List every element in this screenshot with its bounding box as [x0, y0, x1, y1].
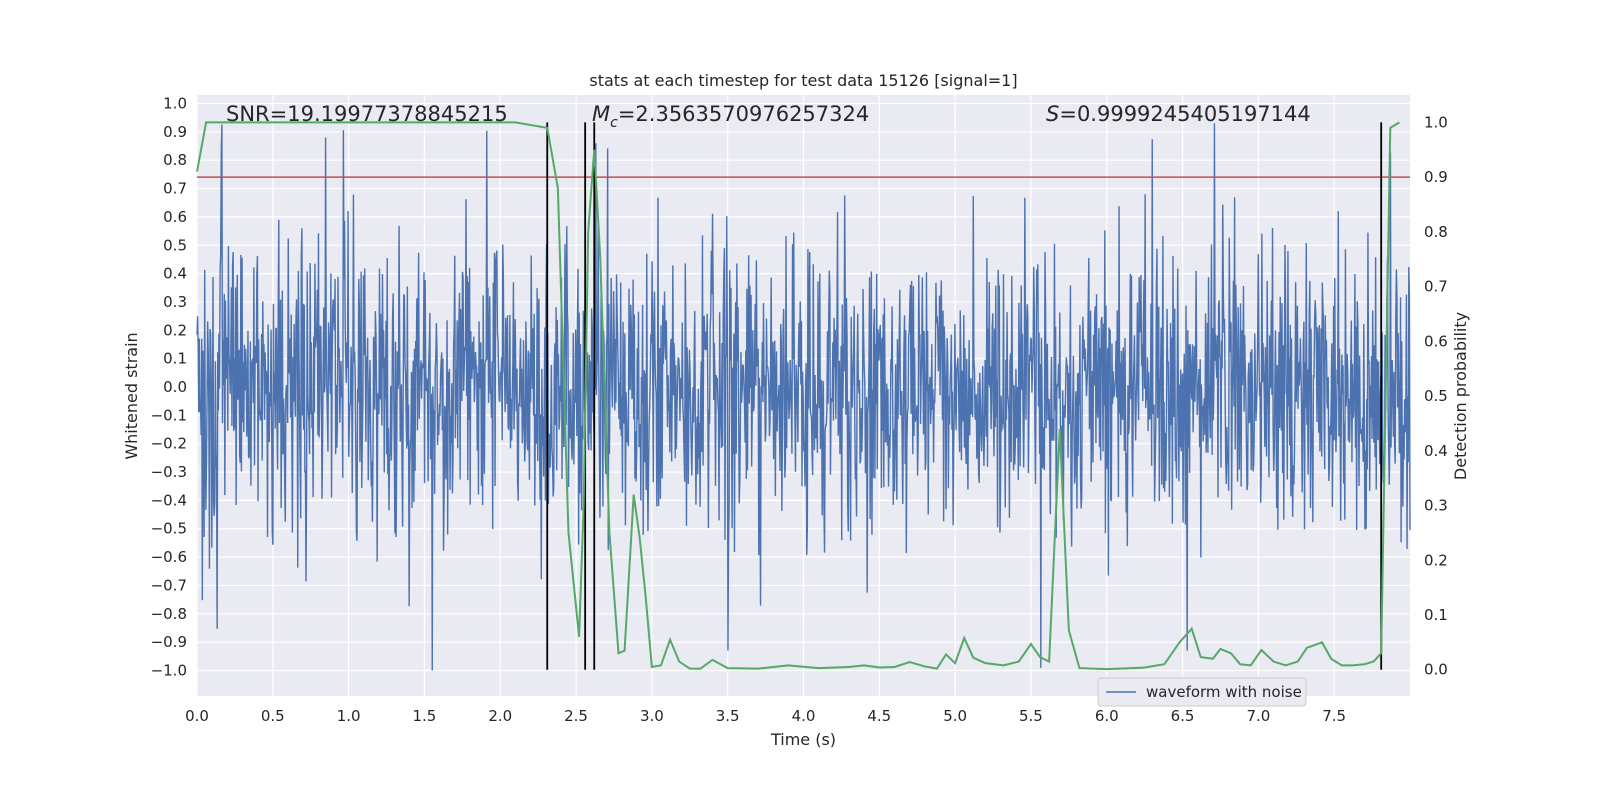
y-left-tick-label: −0.3: [151, 463, 187, 481]
detection-probability-line: [196, 121, 1400, 671]
y-axis-label-left: Whitened strain: [122, 332, 141, 459]
y-left-tick-label: 0.5: [163, 236, 187, 254]
x-tick-label: 6.0: [1095, 707, 1119, 725]
chart-title: stats at each timestep for test data 151…: [589, 71, 1017, 90]
y-left-tick-label: −0.8: [151, 605, 187, 623]
y-left-tick-label: −0.6: [151, 548, 187, 566]
y-right-tick-label: 0.1: [1424, 606, 1448, 624]
y-left-tick-label: 0.9: [163, 123, 187, 141]
y-left-tick-label: −0.5: [151, 520, 187, 538]
x-tick-label: 4.0: [792, 707, 816, 725]
y-right-tick-label: 0.8: [1424, 223, 1448, 241]
score-annotation: S=0.9999245405197144: [1046, 102, 1311, 126]
y-right-tick-label: 0.4: [1424, 442, 1448, 460]
x-tick-label: 5.5: [1019, 707, 1043, 725]
y-left-tick-label: 0.6: [163, 208, 187, 226]
snr-annotation: SNR=19.19977378845215: [226, 102, 508, 126]
x-tick-label: 0.0: [185, 707, 209, 725]
y-left-tick-label: −0.4: [151, 491, 187, 509]
x-tick-label: 5.0: [943, 707, 967, 725]
x-tick-label: 7.5: [1322, 707, 1346, 725]
x-tick-label: 1.5: [413, 707, 437, 725]
x-tick-label: 1.0: [337, 707, 361, 725]
waveform-line: [196, 123, 1411, 671]
x-tick-label: 7.0: [1246, 707, 1270, 725]
y-left-tick-label: 0.1: [163, 350, 187, 368]
x-tick-label: 3.5: [716, 707, 740, 725]
snr-value: 19.19977378845215: [287, 102, 507, 126]
y-left-tick-label: −0.1: [151, 406, 187, 424]
y-left-tick-label: 1.0: [163, 95, 187, 113]
y-left-tick-label: 0.3: [163, 293, 187, 311]
probability-series: [196, 121, 1400, 671]
y-left-tick-label: −0.2: [151, 435, 187, 453]
snr-prefix: SNR=: [226, 102, 287, 126]
y-right-tick-label: 0.6: [1424, 332, 1448, 350]
tick-labels: 0.0 0.5 1.0 1.5 2.0 2.5 3.0 3.5 4.0 4.5 5.0 5.5 6.0 6…: [151, 95, 1448, 725]
x-tick-label: 2.5: [564, 707, 588, 725]
x-tick-label: 6.5: [1171, 707, 1195, 725]
x-tick-label: 2.0: [488, 707, 512, 725]
x-tick-label: 3.0: [640, 707, 664, 725]
y-right-tick-label: 0.3: [1424, 497, 1448, 515]
s-symbol: S: [1046, 102, 1059, 126]
y-left-tick-label: −0.9: [151, 633, 187, 651]
legend-label-waveform: waveform with noise: [1146, 683, 1302, 701]
y-right-tick-label: 0.7: [1424, 278, 1448, 296]
y-left-tick-label: 0.2: [163, 321, 187, 339]
y-right-tick-label: 0.0: [1424, 661, 1448, 679]
y-left-tick-label: 0.8: [163, 151, 187, 169]
y-left-tick-label: 0.7: [163, 180, 187, 198]
x-axis-label: Time (s): [770, 730, 836, 749]
x-tick-label: 4.5: [867, 707, 891, 725]
x-tick-label: 0.5: [261, 707, 285, 725]
y-left-tick-label: −0.7: [151, 576, 187, 594]
y-right-tick-label: 0.2: [1424, 551, 1448, 569]
mc-value: =2.3563570976257324: [618, 102, 869, 126]
mc-subscript: c: [610, 115, 618, 131]
overlay-marks: [197, 122, 1410, 670]
chirp-mass-annotation: Mc=2.3563570976257324: [592, 102, 869, 131]
y-left-tick-label: −1.0: [151, 661, 187, 679]
legend-box: [1097, 677, 1307, 707]
y-axis-label-right: Detection probability: [1451, 312, 1470, 480]
strain-series: [196, 123, 1411, 671]
y-right-tick-label: 0.5: [1424, 387, 1448, 405]
y-right-tick-label: 0.9: [1424, 168, 1448, 186]
s-value: =0.9999245405197144: [1059, 102, 1310, 126]
y-left-tick-label: 0.0: [163, 378, 187, 396]
mc-symbol: M: [592, 102, 610, 126]
y-right-tick-label: 1.0: [1424, 113, 1448, 131]
y-left-tick-label: 0.4: [163, 265, 187, 283]
legend: waveform with noise: [1097, 677, 1307, 707]
